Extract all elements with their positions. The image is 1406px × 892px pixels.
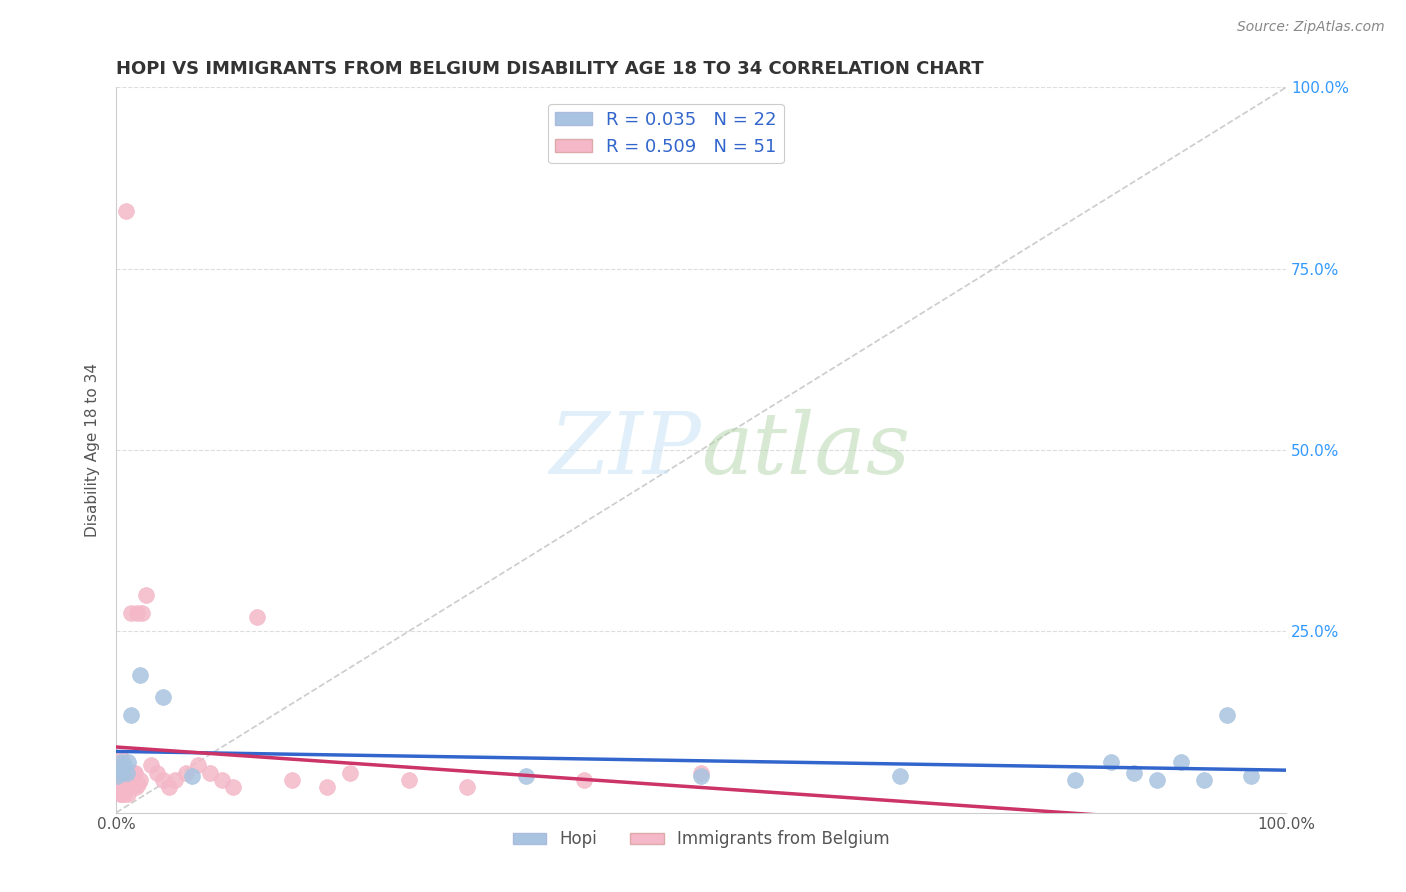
Point xyxy=(107,762,129,776)
Point xyxy=(114,788,136,802)
Point xyxy=(141,758,163,772)
Point xyxy=(146,765,169,780)
Point xyxy=(107,758,129,772)
Point xyxy=(1146,772,1168,787)
Point xyxy=(690,765,713,780)
Point xyxy=(131,606,153,620)
Text: Source: ZipAtlas.com: Source: ZipAtlas.com xyxy=(1237,20,1385,34)
Legend: R = 0.035   N = 22, R = 0.509   N = 51: R = 0.035 N = 22, R = 0.509 N = 51 xyxy=(548,103,783,163)
Point xyxy=(128,772,150,787)
Point xyxy=(111,788,134,802)
Point xyxy=(117,788,139,802)
Point xyxy=(1216,707,1239,722)
Point xyxy=(117,755,139,769)
Point xyxy=(118,780,141,794)
Point xyxy=(107,776,129,790)
Point xyxy=(108,772,131,787)
Point xyxy=(110,751,132,765)
Point xyxy=(152,690,174,704)
Point xyxy=(107,769,129,783)
Point xyxy=(112,765,135,780)
Point xyxy=(107,780,129,794)
Point xyxy=(211,772,233,787)
Point xyxy=(1192,772,1215,787)
Point xyxy=(398,772,420,787)
Point xyxy=(108,788,131,802)
Point xyxy=(114,758,136,772)
Point xyxy=(1099,755,1122,769)
Point xyxy=(339,765,361,780)
Point xyxy=(114,203,136,218)
Point xyxy=(115,765,138,780)
Point xyxy=(181,769,204,783)
Point xyxy=(128,776,150,790)
Point xyxy=(115,765,138,780)
Point xyxy=(110,780,132,794)
Point xyxy=(690,769,713,783)
Text: ZIP: ZIP xyxy=(550,409,702,491)
Point xyxy=(110,765,132,780)
Y-axis label: Disability Age 18 to 34: Disability Age 18 to 34 xyxy=(86,363,100,537)
Point xyxy=(108,758,131,772)
Point xyxy=(515,769,537,783)
Point xyxy=(111,772,134,787)
Point xyxy=(152,772,174,787)
Point xyxy=(107,765,129,780)
Point xyxy=(187,758,209,772)
Point xyxy=(1064,772,1087,787)
Point xyxy=(246,609,269,624)
Point xyxy=(125,780,148,794)
Text: HOPI VS IMMIGRANTS FROM BELGIUM DISABILITY AGE 18 TO 34 CORRELATION CHART: HOPI VS IMMIGRANTS FROM BELGIUM DISABILI… xyxy=(117,60,984,78)
Point xyxy=(163,772,186,787)
Point xyxy=(127,606,149,620)
Point xyxy=(456,780,478,794)
Point xyxy=(222,780,245,794)
Point xyxy=(117,772,139,787)
Text: atlas: atlas xyxy=(702,409,910,491)
Point xyxy=(198,765,221,780)
Point xyxy=(134,588,156,602)
Point xyxy=(157,780,180,794)
Point xyxy=(572,772,595,787)
Point xyxy=(112,780,135,794)
Point xyxy=(280,772,302,787)
Point xyxy=(128,667,150,681)
Point xyxy=(122,765,145,780)
Point xyxy=(120,765,142,780)
Point xyxy=(112,765,135,780)
Point xyxy=(176,765,198,780)
Point xyxy=(1240,769,1263,783)
Point xyxy=(124,765,146,780)
Point xyxy=(121,606,143,620)
Point xyxy=(315,780,337,794)
Point xyxy=(1170,755,1192,769)
Point xyxy=(114,772,136,787)
Point xyxy=(114,780,136,794)
Point xyxy=(121,707,143,722)
Point xyxy=(107,765,129,780)
Point xyxy=(111,758,134,772)
Point xyxy=(1122,765,1144,780)
Point xyxy=(889,769,911,783)
Point xyxy=(110,755,132,769)
